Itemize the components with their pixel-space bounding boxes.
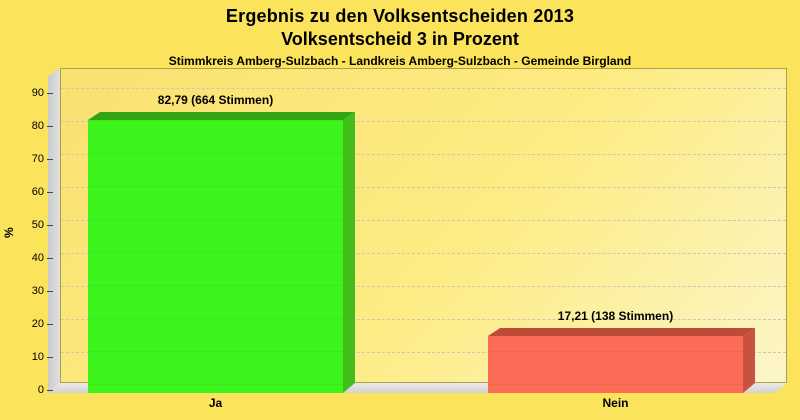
plot-floor-3d xyxy=(48,383,787,393)
bar-ja-top xyxy=(88,112,355,120)
y-tick-label-80: 80 xyxy=(31,120,44,132)
bar-ja-front xyxy=(88,120,343,393)
y-tick-mark-10 xyxy=(47,357,53,358)
gridline-20 xyxy=(61,319,786,320)
y-tick-label-20: 20 xyxy=(31,318,44,330)
y-tick-mark-20 xyxy=(47,324,53,325)
chart-title-line2: Volksentscheid 3 in Prozent xyxy=(281,29,519,49)
y-tick-label-70: 70 xyxy=(31,153,44,165)
y-tick-label-40: 40 xyxy=(31,252,44,264)
bar-nein-value-label: 17,21 (138 Stimmen) xyxy=(557,309,674,323)
y-tick-label-10: 10 xyxy=(31,351,44,363)
gridline-40 xyxy=(61,253,786,254)
y-tick-label-30: 30 xyxy=(31,285,44,297)
y-tick-label-50: 50 xyxy=(31,219,44,231)
gridline-90 xyxy=(61,88,786,89)
chart-title-line1: Ergebnis zu den Volksentscheiden 2013 xyxy=(225,6,575,26)
y-tick-label-60: 60 xyxy=(31,186,44,198)
gridline-10 xyxy=(61,352,786,353)
y-tick-mark-50 xyxy=(47,225,53,226)
y-tick-mark-70 xyxy=(47,159,53,160)
y-tick-mark-90 xyxy=(47,93,53,94)
y-tick-mark-30 xyxy=(47,291,53,292)
gridline-60 xyxy=(61,187,786,188)
bar-ja-value-label: 82,79 (664 Stimmen) xyxy=(157,93,274,107)
y-tick-mark-60 xyxy=(47,192,53,193)
gridline-50 xyxy=(61,220,786,221)
gridline-30 xyxy=(61,286,786,287)
bar-nein-side xyxy=(743,328,755,393)
x-category-label-ja: Ja xyxy=(208,396,223,410)
y-tick-label-0: 0 xyxy=(37,384,44,396)
chart-subtitle: Stimmkreis Amberg-Sulzbach - Landkreis A… xyxy=(168,54,632,68)
bar-nein-top xyxy=(488,328,755,336)
plot-left-wall-3d xyxy=(48,68,60,393)
bar-ja-side xyxy=(343,112,355,393)
y-tick-mark-80 xyxy=(47,126,53,127)
y-tick-label-90: 90 xyxy=(31,87,44,99)
gridline-80 xyxy=(61,121,786,122)
x-category-label-nein: Nein xyxy=(602,396,629,410)
y-tick-mark-40 xyxy=(47,258,53,259)
y-tick-mark-0 xyxy=(47,390,53,391)
gridline-70 xyxy=(61,154,786,155)
bar-nein-front xyxy=(488,336,743,393)
